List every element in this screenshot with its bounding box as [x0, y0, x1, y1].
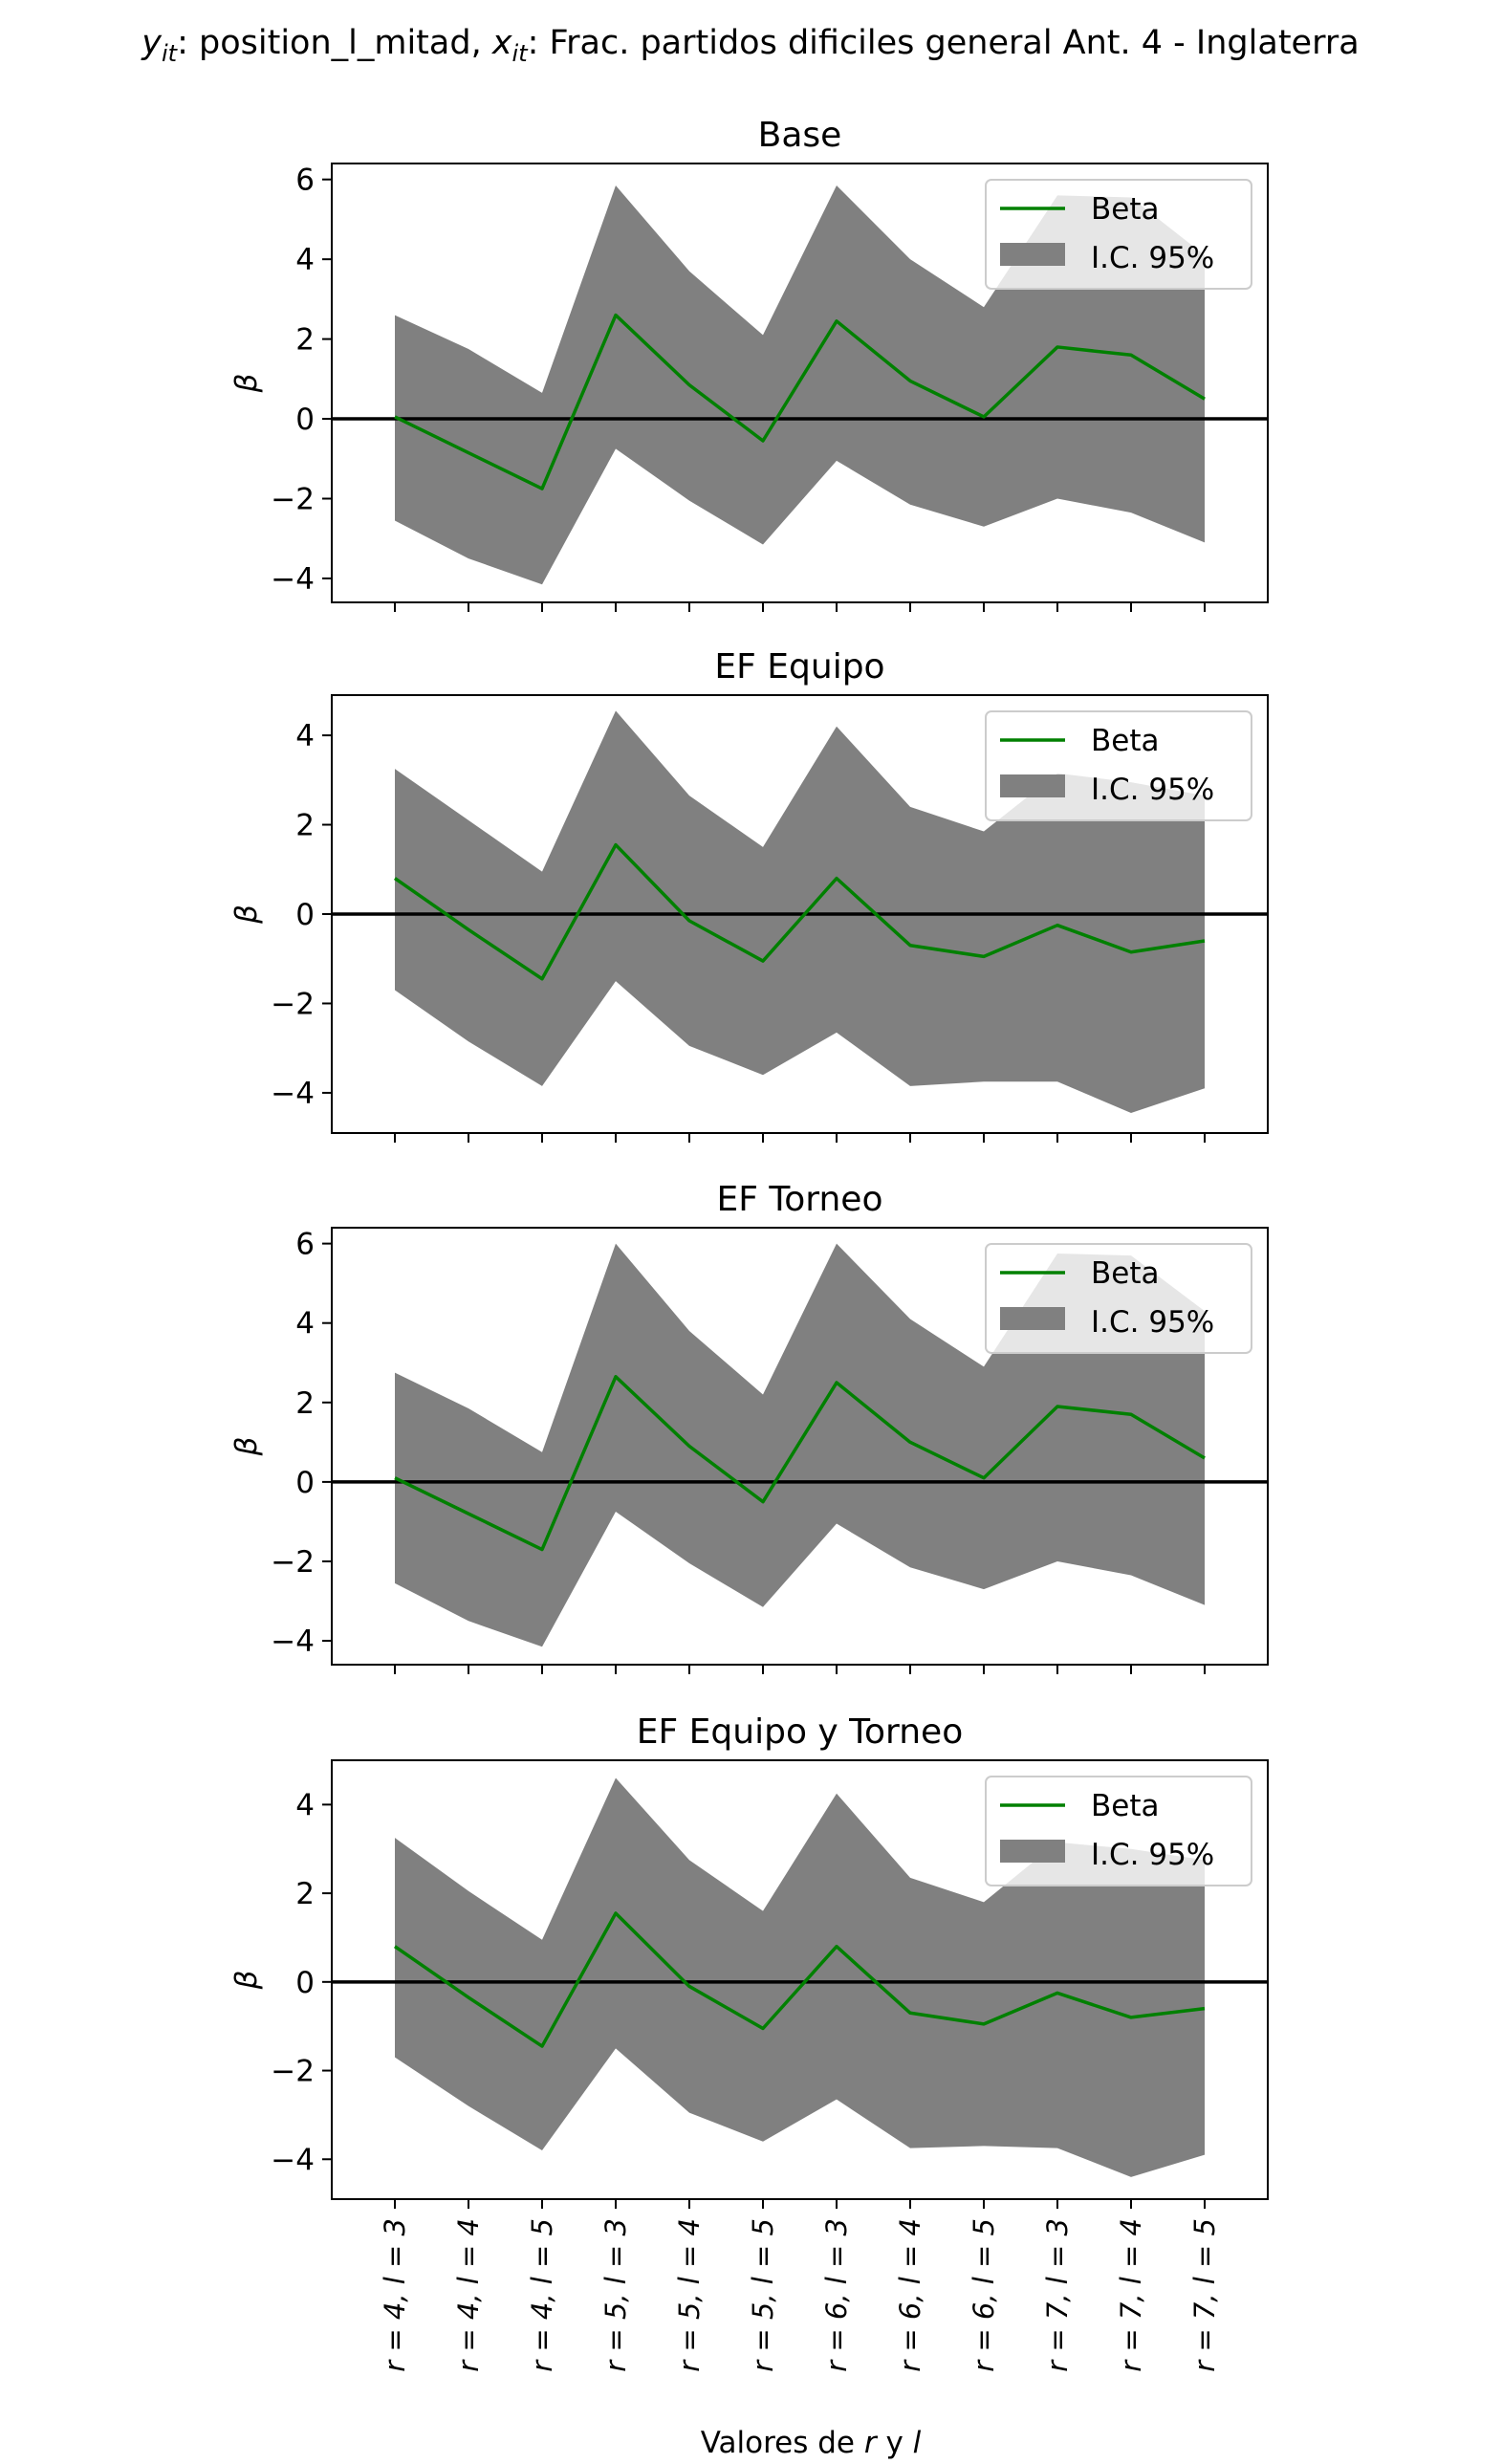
x-tick-label: r = 5, l = 3 — [599, 2218, 632, 2372]
y-tick-label: −4 — [271, 1624, 315, 1659]
subplot-4: EF Equipo y Torneo −4 −2 0 2 4 β Beta I.C. 95% — [229, 1712, 1269, 2209]
beta-line — [394, 1911, 1206, 2048]
legend: Beta I.C. 95% — [985, 1776, 1252, 1886]
legend-beta-label: Beta — [1091, 724, 1160, 758]
subplot-1: Base −4 −2 0 2 4 6 β Beta I.C. 95% — [229, 116, 1269, 612]
legend-beta-label: Beta — [1091, 192, 1160, 227]
x-tick-label: r = 7, l = 3 — [1041, 2218, 1074, 2372]
subplot-title: EF Equipo — [714, 647, 884, 687]
legend-ci-label: I.C. 95% — [1091, 773, 1214, 807]
x-tick-label: r = 6, l = 4 — [894, 2218, 926, 2372]
legend-ci-label: I.C. 95% — [1091, 1838, 1214, 1872]
y-tick-label: 6 — [295, 164, 315, 198]
y-axis-label: β — [229, 1971, 264, 1991]
y-axis-label: β — [229, 374, 264, 394]
y-tick-label: −4 — [271, 2143, 315, 2177]
x-axis-label: Valores de r y l — [701, 2426, 922, 2460]
legend-ci-swatch — [1000, 1840, 1065, 1863]
ci-band — [395, 710, 1205, 1113]
y-tick-label: 0 — [295, 898, 315, 932]
y-tick-label: 0 — [295, 1966, 315, 2000]
plot-frame — [331, 1759, 1269, 2200]
beta-line — [394, 1375, 1206, 1552]
x-tick-label: r = 6, l = 5 — [968, 2218, 1000, 2372]
beta-line — [393, 842, 1206, 981]
subplot-3: EF Torneo −4 −2 0 2 4 6 β Beta I.C. 95% — [229, 1180, 1269, 1674]
legend-ci-swatch — [1000, 774, 1065, 797]
y-tick-label: 2 — [295, 323, 315, 358]
y-tick-label: 0 — [295, 1466, 315, 1500]
legend-beta-label: Beta — [1091, 1789, 1160, 1823]
legend-ci-swatch — [1000, 1307, 1065, 1330]
x-tick-labels: r = 4, l = 3 r = 4, l = 4 r = 4, l = 5 r = … — [379, 2218, 1221, 2372]
legend-beta-label: Beta — [1091, 1256, 1160, 1291]
x-tick-label: r = 4, l = 4 — [452, 2218, 485, 2372]
y-tick-label: 4 — [295, 719, 315, 753]
beta-line — [394, 313, 1206, 491]
legend: Beta I.C. 95% — [985, 1243, 1252, 1354]
subplot-title: EF Equipo y Torneo — [637, 1712, 963, 1752]
subplot-title: Base — [758, 116, 842, 155]
y-tick-label: −2 — [271, 987, 315, 1021]
y-tick-label: 0 — [295, 403, 315, 437]
subplot-title: EF Torneo — [717, 1180, 883, 1219]
x-tick-label: r = 4, l = 5 — [526, 2218, 558, 2372]
legend: Beta I.C. 95% — [985, 710, 1252, 821]
plot-frame — [331, 1227, 1269, 1666]
legend-ci-label: I.C. 95% — [1091, 1305, 1214, 1340]
y-tick-label: 2 — [295, 1877, 315, 1911]
x-tick-label: r = 5, l = 4 — [673, 2218, 706, 2372]
y-tick-label: −4 — [271, 562, 315, 597]
panels: Base −4 −2 0 2 4 6 β Beta I.C. 95% EF Equipo −4 −2 0 2… — [229, 116, 1269, 2209]
legend: Beta I.C. 95% — [985, 179, 1252, 290]
y-tick-label: −4 — [271, 1077, 315, 1111]
y-tick-label: −2 — [271, 483, 315, 517]
y-axis-label: β — [229, 1437, 264, 1457]
subplot-2: EF Equipo −4 −2 0 2 4 β Beta I.C. 95% — [229, 647, 1269, 1143]
x-tick-label: r = 7, l = 5 — [1188, 2218, 1221, 2372]
y-tick-label: 4 — [295, 243, 315, 277]
y-axis-label: β — [229, 905, 264, 925]
x-tick-label: r = 6, l = 3 — [820, 2218, 853, 2372]
y-tick-label: 6 — [295, 1228, 315, 1262]
plot-frame — [331, 163, 1269, 603]
y-tick-label: 4 — [295, 1788, 315, 1822]
legend-ci-swatch — [1000, 243, 1065, 266]
y-tick-label: −2 — [271, 2055, 315, 2089]
figure-title: yit: position_l_mitad, xit: Frac. partid… — [141, 24, 1359, 67]
x-tick-label: r = 5, l = 5 — [747, 2218, 779, 2372]
y-tick-label: 2 — [295, 1386, 315, 1421]
y-tick-label: 2 — [295, 809, 315, 843]
ci-band — [395, 1777, 1205, 2177]
x-tick-label: r = 4, l = 3 — [379, 2218, 411, 2372]
y-tick-label: 4 — [295, 1307, 315, 1341]
y-tick-label: −2 — [271, 1545, 315, 1580]
x-tick-label: r = 7, l = 4 — [1115, 2218, 1147, 2372]
legend-ci-label: I.C. 95% — [1091, 241, 1214, 275]
